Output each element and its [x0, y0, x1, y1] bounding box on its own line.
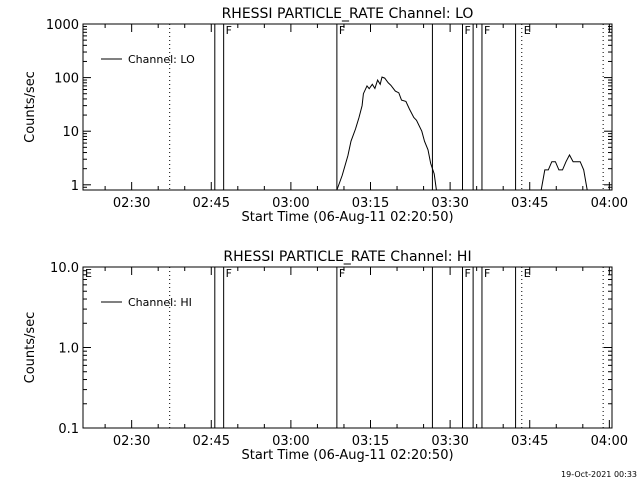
x-tick-label: 02:45: [193, 434, 230, 449]
x-tick-label: 03:15: [352, 196, 389, 211]
chart-title: RHESSI PARTICLE_RATE Channel: HI: [223, 249, 471, 265]
x-tick-label: 03:45: [511, 196, 548, 211]
marker-label: F: [465, 24, 471, 37]
x-tick-label: 03:30: [431, 434, 468, 449]
y-tick-label: 10: [62, 125, 79, 140]
x-tick-label: 03:00: [272, 196, 309, 211]
y-tick-label: 100: [54, 72, 79, 87]
series-line: [336, 76, 437, 191]
y-tick-label: 1.0: [58, 342, 79, 357]
marker-label: E: [524, 267, 531, 280]
marker-label: E: [85, 267, 92, 280]
x-tick-label: 03:15: [352, 434, 389, 449]
y-tick-label: 0.1: [58, 422, 79, 437]
marker-label: F: [339, 24, 345, 37]
marker-label: F: [484, 24, 490, 37]
x-tick-label: 04:00: [591, 434, 628, 449]
footer-timestamp: 19-Oct-2021 00:33: [561, 470, 637, 479]
plot-frame: [82, 266, 613, 429]
series-line: [540, 153, 588, 191]
y-tick-label: 10.0: [50, 261, 79, 276]
y-axis-label: Counts/sec: [23, 312, 38, 384]
panel-lo: RHESSI PARTICLE_RATE Channel: LO 02:30 02:…: [23, 6, 628, 225]
x-tick-label: 03:00: [272, 434, 309, 449]
panel-hi: RHESSI PARTICLE_RATE Channel: HI 02:30 02:…: [23, 249, 628, 463]
marker-label: F: [465, 267, 471, 280]
x-tick-label: 03:45: [511, 434, 548, 449]
legend-label: Channel: HI: [128, 296, 192, 309]
legend-label: Channel: LO: [128, 53, 195, 66]
chart-title: RHESSI PARTICLE_RATE Channel: LO: [222, 6, 474, 22]
x-tick-label: 02:45: [193, 196, 230, 211]
x-tick-label: 02:30: [113, 434, 150, 449]
marker-label: F: [226, 267, 232, 280]
x-axis-label: Start Time (06-Aug-11 02:20:50): [241, 210, 453, 225]
y-axis-label: Counts/sec: [23, 71, 38, 143]
x-tick-label: 04:00: [591, 196, 628, 211]
marker-label: F: [484, 267, 490, 280]
x-axis-label: Start Time (06-Aug-11 02:20:50): [241, 448, 453, 463]
x-tick-label: 02:30: [113, 196, 150, 211]
marker-label: E: [524, 24, 531, 37]
y-tick-label: 1000: [46, 18, 79, 33]
marker-label: F: [226, 24, 232, 37]
y-tick-label: 1: [71, 179, 79, 194]
x-tick-label: 03:30: [431, 196, 468, 211]
plot-frame: [82, 23, 613, 191]
marker-label: F: [339, 267, 345, 280]
